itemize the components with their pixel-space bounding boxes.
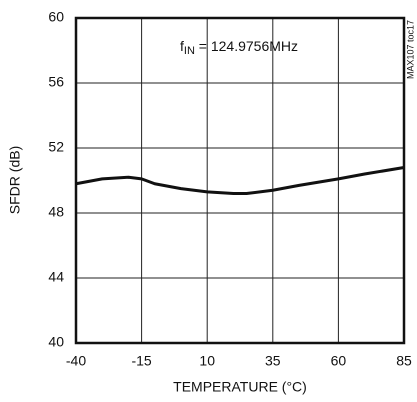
y-tick-label: 60 bbox=[48, 9, 64, 25]
data-line bbox=[75, 166, 405, 195]
y-tick-label: 52 bbox=[48, 139, 64, 155]
x-tick-label: 85 bbox=[396, 353, 412, 369]
plot-frame bbox=[74, 16, 406, 345]
x-axis-label: TEMPERATURE (°C) bbox=[173, 379, 307, 395]
y-axis-label: SFDR (dB) bbox=[7, 146, 23, 214]
x-tick-label: 10 bbox=[199, 353, 215, 369]
annotation: fIN = 124.9756MHz bbox=[180, 38, 298, 57]
y-tick-label: 40 bbox=[48, 334, 64, 350]
x-tick-label: 60 bbox=[331, 353, 347, 369]
annotation-sub: IN bbox=[184, 45, 195, 57]
y-tick-label: 48 bbox=[48, 204, 64, 220]
y-tick-label: 56 bbox=[48, 74, 64, 90]
x-tick-label: 35 bbox=[265, 353, 281, 369]
figure-id: MAX107 toc17 bbox=[405, 20, 415, 79]
annotation-rest: = 124.9756MHz bbox=[195, 38, 298, 54]
y-tick-label: 44 bbox=[48, 269, 64, 285]
x-tick-label: -15 bbox=[131, 353, 151, 369]
annotation-f: f bbox=[180, 38, 184, 54]
x-tick-label: -40 bbox=[66, 353, 86, 369]
